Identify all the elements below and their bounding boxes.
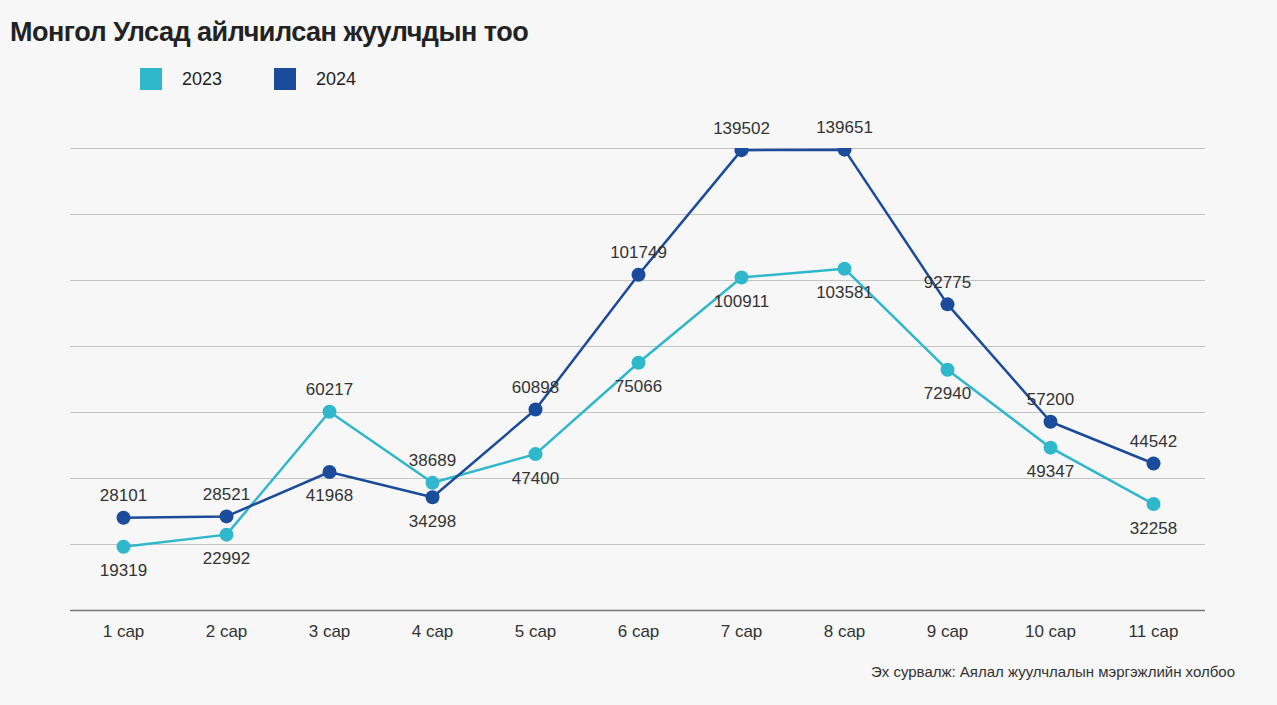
svg-text:34298: 34298 bbox=[409, 512, 456, 531]
svg-text:22992: 22992 bbox=[203, 549, 250, 568]
svg-text:101749: 101749 bbox=[610, 243, 667, 262]
svg-text:9 сар: 9 сар bbox=[927, 622, 969, 641]
svg-text:139502: 139502 bbox=[713, 119, 770, 138]
svg-text:28101: 28101 bbox=[100, 486, 147, 505]
svg-text:75066: 75066 bbox=[615, 377, 662, 396]
svg-text:49347: 49347 bbox=[1027, 462, 1074, 481]
svg-text:47400: 47400 bbox=[512, 469, 559, 488]
svg-text:72940: 72940 bbox=[924, 384, 971, 403]
svg-text:1 сар: 1 сар bbox=[103, 622, 145, 641]
svg-text:8 сар: 8 сар bbox=[824, 622, 866, 641]
svg-text:60898: 60898 bbox=[512, 378, 559, 397]
svg-text:19319: 19319 bbox=[100, 561, 147, 580]
svg-text:38689: 38689 bbox=[409, 451, 456, 470]
svg-text:100911: 100911 bbox=[714, 292, 769, 311]
svg-text:32258: 32258 bbox=[1130, 518, 1177, 537]
svg-text:6 сар: 6 сар bbox=[618, 622, 660, 641]
html-text:Эх сурвалж: Аялал жуулчлалын м: Эх сурвалж: Аялал жуулчлалын мэргэжлийн … bbox=[871, 663, 1235, 680]
svg-text:2 сар: 2 сар bbox=[206, 622, 248, 641]
svg-text:7 сар: 7 сар bbox=[721, 622, 763, 641]
svg-text:4 сар: 4 сар bbox=[412, 622, 454, 641]
svg-text:10 сар: 10 сар bbox=[1025, 622, 1076, 641]
svg-text:11 сар: 11 сар bbox=[1129, 622, 1179, 641]
svg-text:103581: 103581 bbox=[816, 283, 873, 302]
svg-text:41968: 41968 bbox=[306, 486, 353, 505]
svg-text:139651: 139651 bbox=[816, 118, 873, 137]
svg-text:57200: 57200 bbox=[1027, 390, 1074, 409]
html-text:Монгол Улсад айлчилсан жуулчды: Монгол Улсад айлчилсан жуулчдын тоо bbox=[10, 17, 529, 47]
svg-text:92775: 92775 bbox=[924, 273, 971, 292]
html-text:2023: 2023 bbox=[182, 68, 222, 89]
svg-text:3 сар: 3 сар bbox=[309, 622, 351, 641]
svg-text:44542: 44542 bbox=[1130, 432, 1177, 451]
svg-text:5 сар: 5 сар bbox=[515, 622, 557, 641]
svg-text:60217: 60217 bbox=[306, 380, 353, 399]
svg-text:28521: 28521 bbox=[203, 485, 250, 504]
html-text:2024: 2024 bbox=[316, 68, 357, 89]
